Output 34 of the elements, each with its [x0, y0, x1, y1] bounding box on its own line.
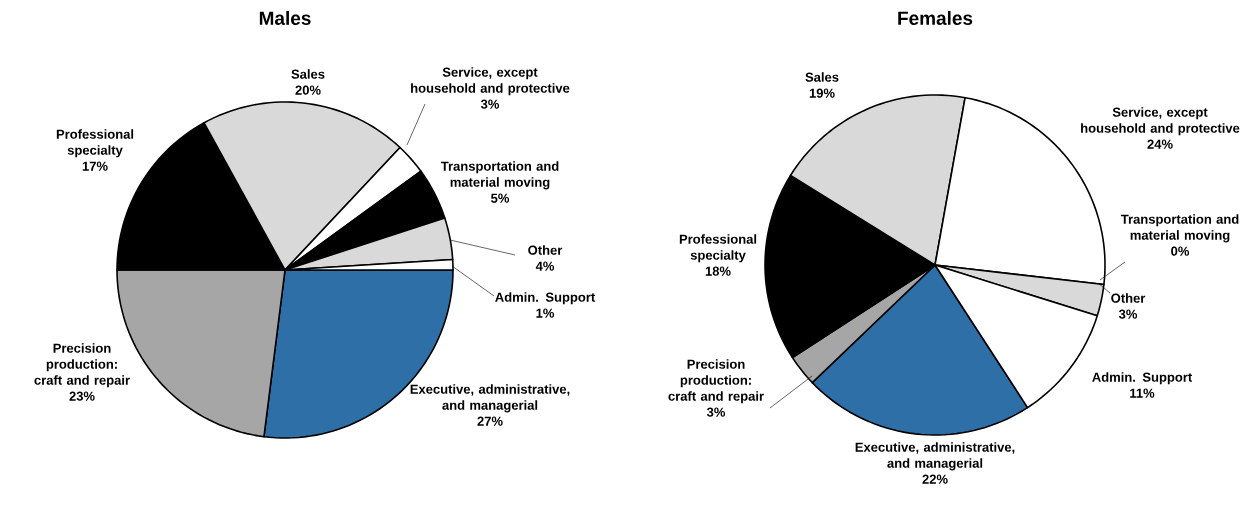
data-label: 18% — [705, 266, 731, 276]
legend-label: Other — [1111, 293, 1146, 303]
data-label: 3% — [1118, 309, 1138, 319]
slice-label: Precision production: craft and repair — [34, 343, 130, 388]
slice-label: Sales — [805, 72, 839, 82]
chart-title: Females — [898, 11, 973, 25]
data-label: 3% — [706, 407, 726, 417]
slice-label: Executive, administrative, and managerial — [410, 384, 570, 413]
data-label: 5% — [491, 193, 510, 203]
slice-label: Precision production: craft and repair — [668, 359, 764, 404]
slice-label: Other — [528, 245, 563, 255]
data-label: 3% — [480, 99, 500, 109]
slice-label: Service, except household and protective — [1081, 107, 1240, 136]
slice-label: Transportation and material moving — [440, 161, 559, 190]
data-label: 23% — [69, 391, 95, 401]
data-label: 27% — [477, 416, 503, 426]
slice-label: Service, except household and protective — [411, 67, 570, 96]
chart-title: Males — [259, 11, 311, 25]
data-label: 4% — [535, 261, 555, 271]
data-label: 24% — [1147, 139, 1173, 149]
slice-label: Professional specialty — [56, 129, 134, 158]
category-label: Transportation and material moving — [1120, 214, 1239, 243]
slice-label: Admin. Support — [495, 292, 596, 305]
data-label: 17% — [82, 161, 108, 171]
slice-label: Professional specialty — [679, 234, 757, 263]
data-label: 20% — [295, 85, 321, 95]
data-label: 22% — [922, 474, 948, 484]
slice-label: Admin. Support — [1092, 372, 1193, 385]
data-label: 1% — [536, 308, 555, 318]
data-label: 11% — [1130, 388, 1155, 398]
data-label: 19% — [809, 88, 835, 98]
text: 0% — [1171, 246, 1190, 256]
slice-label: Executive, administrative, and managerial — [855, 442, 1015, 471]
slice-label: Sales — [291, 69, 325, 79]
